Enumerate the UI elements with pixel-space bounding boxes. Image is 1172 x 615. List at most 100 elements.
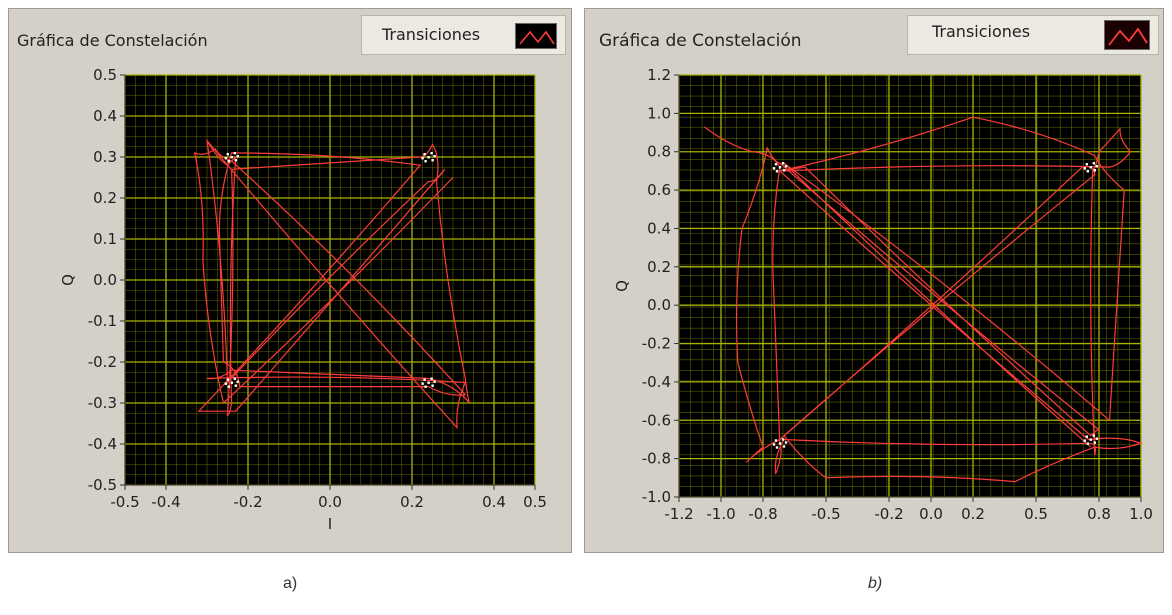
symbol-marker	[772, 162, 788, 173]
symbol-point	[1092, 434, 1095, 437]
symbol-point	[784, 165, 788, 168]
symbol-point	[224, 382, 227, 385]
x-tick-label: -0.2	[233, 493, 262, 511]
x-tick-label: -0.2	[874, 505, 903, 523]
symbol-marker	[421, 377, 436, 388]
symbol-point	[775, 170, 779, 173]
symbol-point	[430, 152, 433, 155]
symbol-point	[1086, 170, 1089, 173]
symbol-point	[427, 381, 430, 384]
symbol-point	[431, 159, 434, 162]
symbol-point	[1086, 442, 1089, 445]
y-tick-label: 0.3	[93, 148, 117, 166]
symbol-point	[433, 155, 436, 158]
symbol-point	[226, 153, 229, 156]
y-tick-label: -0.4	[88, 435, 117, 453]
symbol-marker	[1083, 162, 1098, 173]
symbol-point	[1092, 162, 1095, 165]
legend[interactable]: Transiciones	[361, 15, 566, 55]
legend-label: Transiciones	[382, 25, 481, 44]
symbol-point	[236, 380, 239, 383]
symbol-point	[1083, 167, 1086, 170]
x-tick-label: -0.4	[151, 493, 180, 511]
x-tick-label: -0.5	[811, 505, 840, 523]
x-tick-label: 0.2	[961, 505, 985, 523]
symbol-point	[431, 384, 434, 387]
symbol-point	[1093, 441, 1096, 444]
y-tick-label: 0.0	[647, 296, 671, 314]
symbol-point	[234, 159, 237, 162]
symbol-point	[1089, 438, 1092, 441]
x-tick-label: 0.0	[919, 505, 943, 523]
symbol-point	[233, 152, 236, 155]
x-tick-label: -1.2	[664, 505, 693, 523]
symbol-point	[233, 377, 236, 380]
y-tick-label: 0.6	[647, 181, 671, 199]
y-tick-label: 0.8	[647, 143, 671, 161]
caption-b: b)	[868, 575, 883, 592]
symbol-point	[1085, 435, 1088, 438]
symbol-point	[424, 385, 427, 388]
symbol-point	[1089, 166, 1092, 169]
transition-trace	[703, 116, 1143, 483]
legend-swatch-icon[interactable]	[515, 23, 557, 49]
x-tick-label: -0.8	[748, 505, 777, 523]
symbol-point	[234, 384, 237, 387]
symbol-point	[781, 162, 785, 165]
symbol-point	[778, 442, 782, 445]
symbol-point	[781, 438, 785, 441]
constellation-plot-a[interactable]: -0.5 -0.4 -0.2 0.0 0.2 0.4 0.5 0.5 0.4 0.3 0.2 0.1 0…	[9, 9, 573, 554]
x-tick-label: 1.0	[1129, 505, 1153, 523]
x-tick-label: 0.5	[523, 493, 547, 511]
y-tick-label: 0.4	[647, 219, 671, 237]
symbol-marker	[224, 377, 239, 388]
x-tick-label: -0.5	[110, 493, 139, 511]
y-tick-label: -0.4	[642, 373, 671, 391]
symbol-point	[778, 166, 782, 169]
y-axis-label: Q	[613, 280, 631, 292]
symbol-point	[775, 446, 779, 449]
symbol-point	[784, 441, 788, 444]
symbol-point	[782, 445, 786, 448]
y-tick-label: -0.5	[88, 476, 117, 494]
symbol-point	[423, 378, 426, 381]
symbol-point	[1095, 437, 1098, 440]
symbol-point	[772, 443, 776, 446]
minor-grid	[678, 74, 1142, 498]
y-tick-label: -0.1	[88, 312, 117, 330]
x-tick-label: 0.5	[1024, 505, 1048, 523]
symbol-point	[774, 163, 778, 166]
symbol-point	[772, 167, 776, 170]
x-tick-label: 0.4	[482, 493, 506, 511]
symbol-point	[774, 439, 778, 442]
y-tick-label: 1.0	[647, 104, 671, 122]
symbol-point	[230, 156, 233, 159]
symbol-marker	[772, 438, 788, 449]
transition-trace	[193, 138, 470, 430]
symbol-point	[226, 378, 229, 381]
constellation-plot-b[interactable]: -1.2 -1.0 -0.8 -0.5 -0.2 0.0 0.2 0.5 0.8 1.01.21.…	[585, 9, 1165, 554]
y-tick-label: -0.8	[642, 450, 671, 468]
constellation-panel-a: Gráfica de Constelación Transiciones -0.…	[8, 8, 572, 553]
legend-label: Transiciones	[932, 22, 1031, 41]
legend-swatch-icon[interactable]	[1104, 20, 1150, 50]
y-tick-label: 0.5	[93, 66, 117, 84]
symbol-point	[230, 381, 233, 384]
symbol-point	[782, 169, 786, 172]
symbol-point	[224, 157, 227, 160]
symbol-marker	[224, 152, 239, 163]
y-tick-label: 0.0	[93, 271, 117, 289]
legend[interactable]: Transiciones	[907, 15, 1159, 55]
symbol-point	[421, 382, 424, 385]
major-grid	[678, 74, 1142, 498]
y-tick-label: 0.4	[93, 107, 117, 125]
symbol-point	[430, 377, 433, 380]
x-tick-label: 0.0	[318, 493, 342, 511]
y-tick-label: -0.6	[642, 411, 671, 429]
symbol-point	[1083, 439, 1086, 442]
graph-title: Gráfica de Constelación	[599, 31, 802, 51]
y-tick-label: -0.2	[88, 353, 117, 371]
x-tick-label: 0.2	[400, 493, 424, 511]
y-tick-label: 0.2	[647, 258, 671, 276]
caption-a: a)	[283, 575, 298, 592]
